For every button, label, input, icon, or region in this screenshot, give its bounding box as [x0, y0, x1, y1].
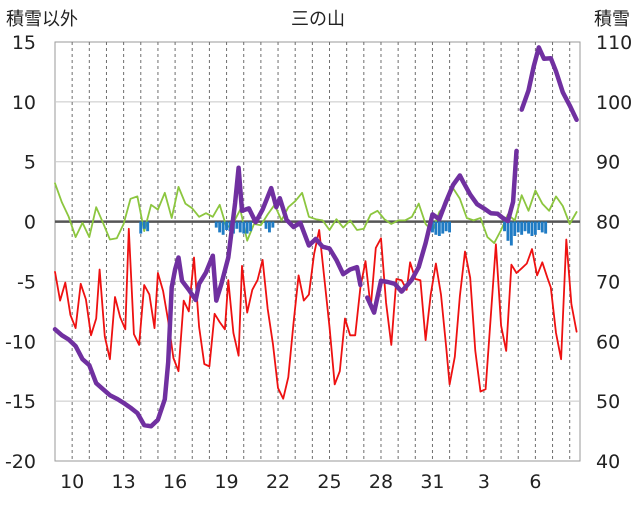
x-tick-label: 13 — [112, 471, 136, 493]
precip-bar — [506, 221, 510, 241]
precip-bar — [264, 221, 268, 229]
precip-bar — [238, 221, 242, 233]
temperature-line — [54, 227, 578, 400]
precip-bar — [221, 221, 225, 235]
grid — [55, 42, 580, 461]
precip-bar — [509, 221, 513, 246]
right-tick-label: 100 — [596, 92, 632, 114]
precip-bar — [523, 221, 527, 232]
precip-bar — [214, 221, 218, 228]
precip-bar — [146, 221, 150, 232]
left-axis-ticks: 15 10 5 0 -5 -10 -15 -20 — [5, 32, 36, 473]
precip-bar — [249, 221, 252, 232]
left-tick-label: -15 — [5, 391, 36, 413]
precip-bar — [527, 221, 530, 234]
right-tick-label: 60 — [596, 331, 620, 353]
precip-bar — [503, 221, 506, 232]
right-tick-label: 70 — [596, 271, 620, 293]
x-tick-label: 10 — [60, 471, 84, 493]
precip-bar — [533, 221, 537, 235]
precip-bar — [441, 221, 445, 234]
precip-bar — [218, 221, 222, 233]
right-axis-ticks: 110 100 90 80 70 60 50 40 — [596, 32, 632, 473]
plot-area — [54, 41, 581, 462]
right-tick-label: 90 — [596, 152, 620, 174]
x-tick-label: 28 — [369, 471, 393, 493]
precip-bar — [437, 221, 441, 236]
right-tick-label: 80 — [596, 212, 620, 234]
right-tick-label: 50 — [596, 391, 620, 413]
precip-bar — [434, 221, 438, 235]
left-tick-label: -5 — [17, 271, 36, 293]
precip-bar — [139, 221, 143, 234]
left-tick-label: 0 — [24, 212, 36, 234]
precip-bar — [444, 221, 448, 232]
x-tick-label: 19 — [214, 471, 238, 493]
left-tick-label: 15 — [12, 32, 36, 54]
x-axis-ticks: 10 13 16 19 22 25 28 31 3 6 — [60, 471, 541, 493]
x-tick-label: 3 — [478, 471, 490, 493]
series — [52, 45, 579, 429]
precip-bar — [448, 221, 451, 233]
precip-bar — [142, 221, 146, 229]
left-tick-label: -20 — [5, 451, 36, 473]
left-tick-label: 10 — [12, 92, 36, 114]
chart-title: 三の山 — [291, 9, 345, 30]
precip-bar — [537, 221, 541, 230]
precip-bar — [520, 221, 524, 235]
precip-bar — [235, 221, 239, 229]
left-tick-label: -10 — [5, 331, 36, 353]
precip-bar — [271, 221, 275, 228]
precip-bar — [242, 221, 246, 234]
precip-bar — [245, 221, 249, 234]
precip-bar — [225, 221, 228, 230]
x-tick-label: 22 — [266, 471, 290, 493]
precip-bar — [513, 221, 517, 236]
right-axis-label: 積雪 — [594, 9, 630, 30]
precip-bar — [516, 221, 520, 233]
x-tick-label: 16 — [163, 471, 187, 493]
x-tick-label: 25 — [317, 471, 341, 493]
right-tick-label: 110 — [596, 32, 632, 54]
left-tick-label: 5 — [24, 152, 36, 174]
x-tick-label: 6 — [529, 471, 541, 493]
precip-bar — [268, 221, 271, 233]
precip-bar — [544, 221, 548, 234]
precip-bar — [540, 221, 544, 233]
precip-bar — [530, 221, 534, 236]
left-axis-label: 積雪以外 — [6, 9, 78, 30]
snow-line — [52, 45, 579, 429]
right-tick-label: 40 — [596, 451, 620, 473]
wind-line — [54, 182, 578, 244]
x-tick-label: 31 — [420, 471, 444, 493]
precip-bar — [431, 221, 434, 233]
